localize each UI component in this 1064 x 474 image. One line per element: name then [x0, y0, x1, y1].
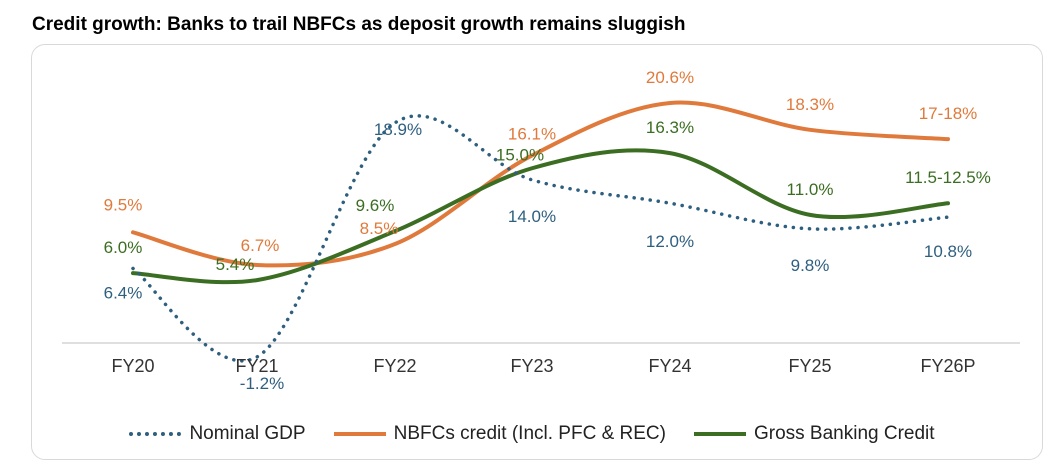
x-tick-label: FY20: [111, 356, 154, 376]
data-label-nbfcs-credit: 17-18%: [919, 104, 978, 123]
data-label-gross-banking-credit: 5.4%: [216, 255, 255, 274]
data-label-nbfcs-credit: 16.1%: [508, 124, 556, 143]
data-label-nbfcs-credit: 18.3%: [786, 95, 834, 114]
series-line-nominal-gdp: [131, 114, 950, 363]
legend-label-nbfcs-credit: NBFCs credit (Incl. PFC & REC): [393, 423, 666, 444]
data-label-nominal-gdp: 6.4%: [104, 283, 143, 302]
legend-label-nominal-gdp: Nominal GDP: [189, 423, 306, 444]
data-label-gross-banking-credit: 6.0%: [104, 238, 143, 257]
legend-swatch-nbfcs-credit: [333, 432, 386, 436]
x-tick-label: FY26P: [920, 356, 975, 376]
x-tick-label: FY23: [510, 356, 553, 376]
legend: Nominal GDP NBFCs credit (Incl. PFC & RE…: [0, 423, 1064, 445]
data-label-gross-banking-credit: 15.0%: [496, 145, 544, 164]
x-tick-label: FY24: [648, 356, 691, 376]
legend-swatch-gross-banking-credit: [693, 432, 746, 436]
data-label-nominal-gdp: 14.0%: [508, 207, 556, 226]
series-line-gross-banking-credit: [131, 148, 950, 285]
x-tick-label: FY25: [788, 356, 831, 376]
data-label-nominal-gdp: 10.8%: [924, 242, 972, 261]
x-tick-labels: FY20 FY21 FY22 FY23 FY24 FY25 FY26P: [111, 356, 975, 376]
legend-item-gross-banking-credit[interactable]: Gross Banking Credit: [693, 423, 935, 445]
series-line-nbfcs-credit: [131, 100, 950, 268]
data-label-gross-banking-credit: 9.6%: [356, 196, 395, 215]
data-label-gross-banking-credit: 16.3%: [646, 118, 694, 137]
legend-item-nominal-gdp[interactable]: Nominal GDP: [129, 423, 306, 445]
x-tick-label: FY21: [235, 356, 278, 376]
data-label-gross-banking-credit: 11.0%: [787, 180, 834, 199]
data-label-nominal-gdp: -1.2%: [240, 374, 284, 393]
series-lines: [131, 100, 950, 363]
x-tick-label: FY22: [373, 356, 416, 376]
chart-frame: [31, 44, 1043, 460]
data-label-nominal-gdp: 18.9%: [374, 120, 422, 139]
legend-label-gross-banking-credit: Gross Banking Credit: [753, 423, 935, 444]
legend-item-nbfcs-credit[interactable]: NBFCs credit (Incl. PFC & REC): [333, 423, 666, 445]
data-label-nbfcs-credit: 8.5%: [360, 219, 399, 238]
data-label-nominal-gdp: 9.8%: [791, 256, 830, 275]
chart-title: Credit growth: Banks to trail NBFCs as d…: [32, 14, 686, 35]
data-label-gross-banking-credit: 11.5-12.5%: [905, 168, 991, 187]
legend-swatch-nominal-gdp: [129, 432, 182, 436]
data-label-nbfcs-credit: 6.7%: [241, 236, 280, 255]
data-labels: 6.4% -1.2% 18.9% 14.0% 12.0% 9.8% 10.8% 9.5% 6.7…: [104, 68, 991, 393]
data-label-nbfcs-credit: 20.6%: [646, 68, 694, 87]
data-label-nominal-gdp: 12.0%: [646, 232, 694, 251]
data-label-nbfcs-credit: 9.5%: [104, 195, 143, 214]
